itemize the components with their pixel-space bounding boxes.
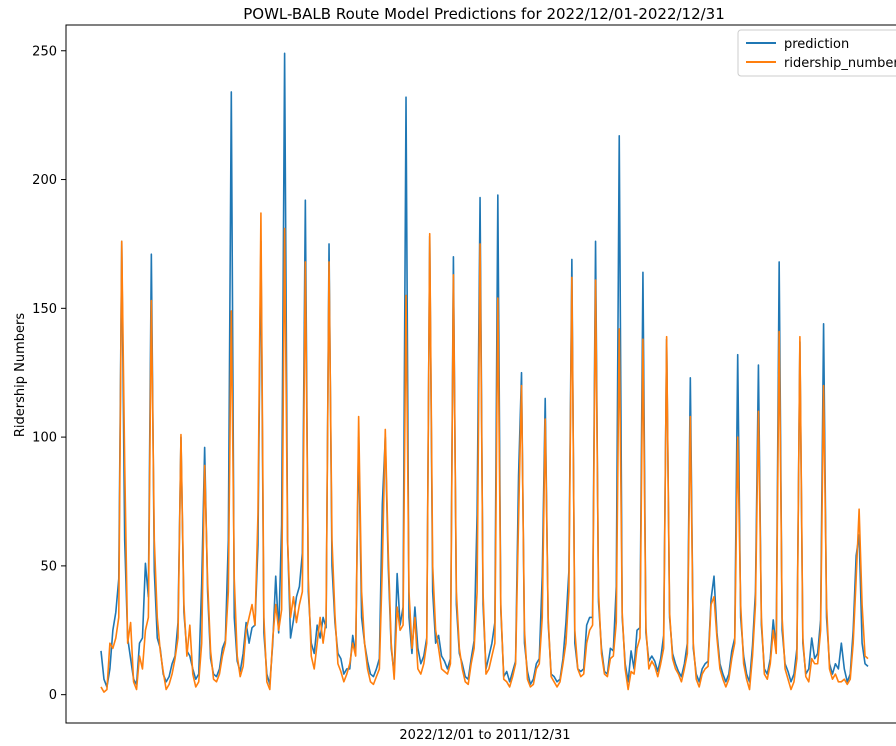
y-tick-label: 250 (32, 44, 57, 59)
series-line-prediction (100, 52, 869, 688)
y-tick-label: 200 (32, 173, 57, 188)
series-line-ridership-number (100, 212, 869, 693)
y-tick-label: 50 (40, 559, 57, 574)
legend-box (737, 29, 896, 77)
y-tick-label: 100 (32, 431, 57, 446)
legend: prediction ridership_number (737, 29, 896, 77)
series-layer (100, 52, 869, 693)
y-tick-label: 150 (32, 302, 57, 317)
legend-label-prediction: prediction (784, 37, 849, 52)
y-axis-label: Ridership Numbers (13, 313, 28, 437)
x-axis-label: 2022/12/01 to 2011/12/31 (399, 728, 570, 742)
chart-title: POWL-BALB Route Model Predictions for 20… (243, 5, 725, 23)
y-axis: 0 50 100 150 200 250 (32, 44, 66, 703)
plot-frame (65, 24, 896, 724)
legend-label-ridership-number: ridership_number (784, 56, 896, 71)
y-tick-label: 0 (49, 688, 57, 703)
